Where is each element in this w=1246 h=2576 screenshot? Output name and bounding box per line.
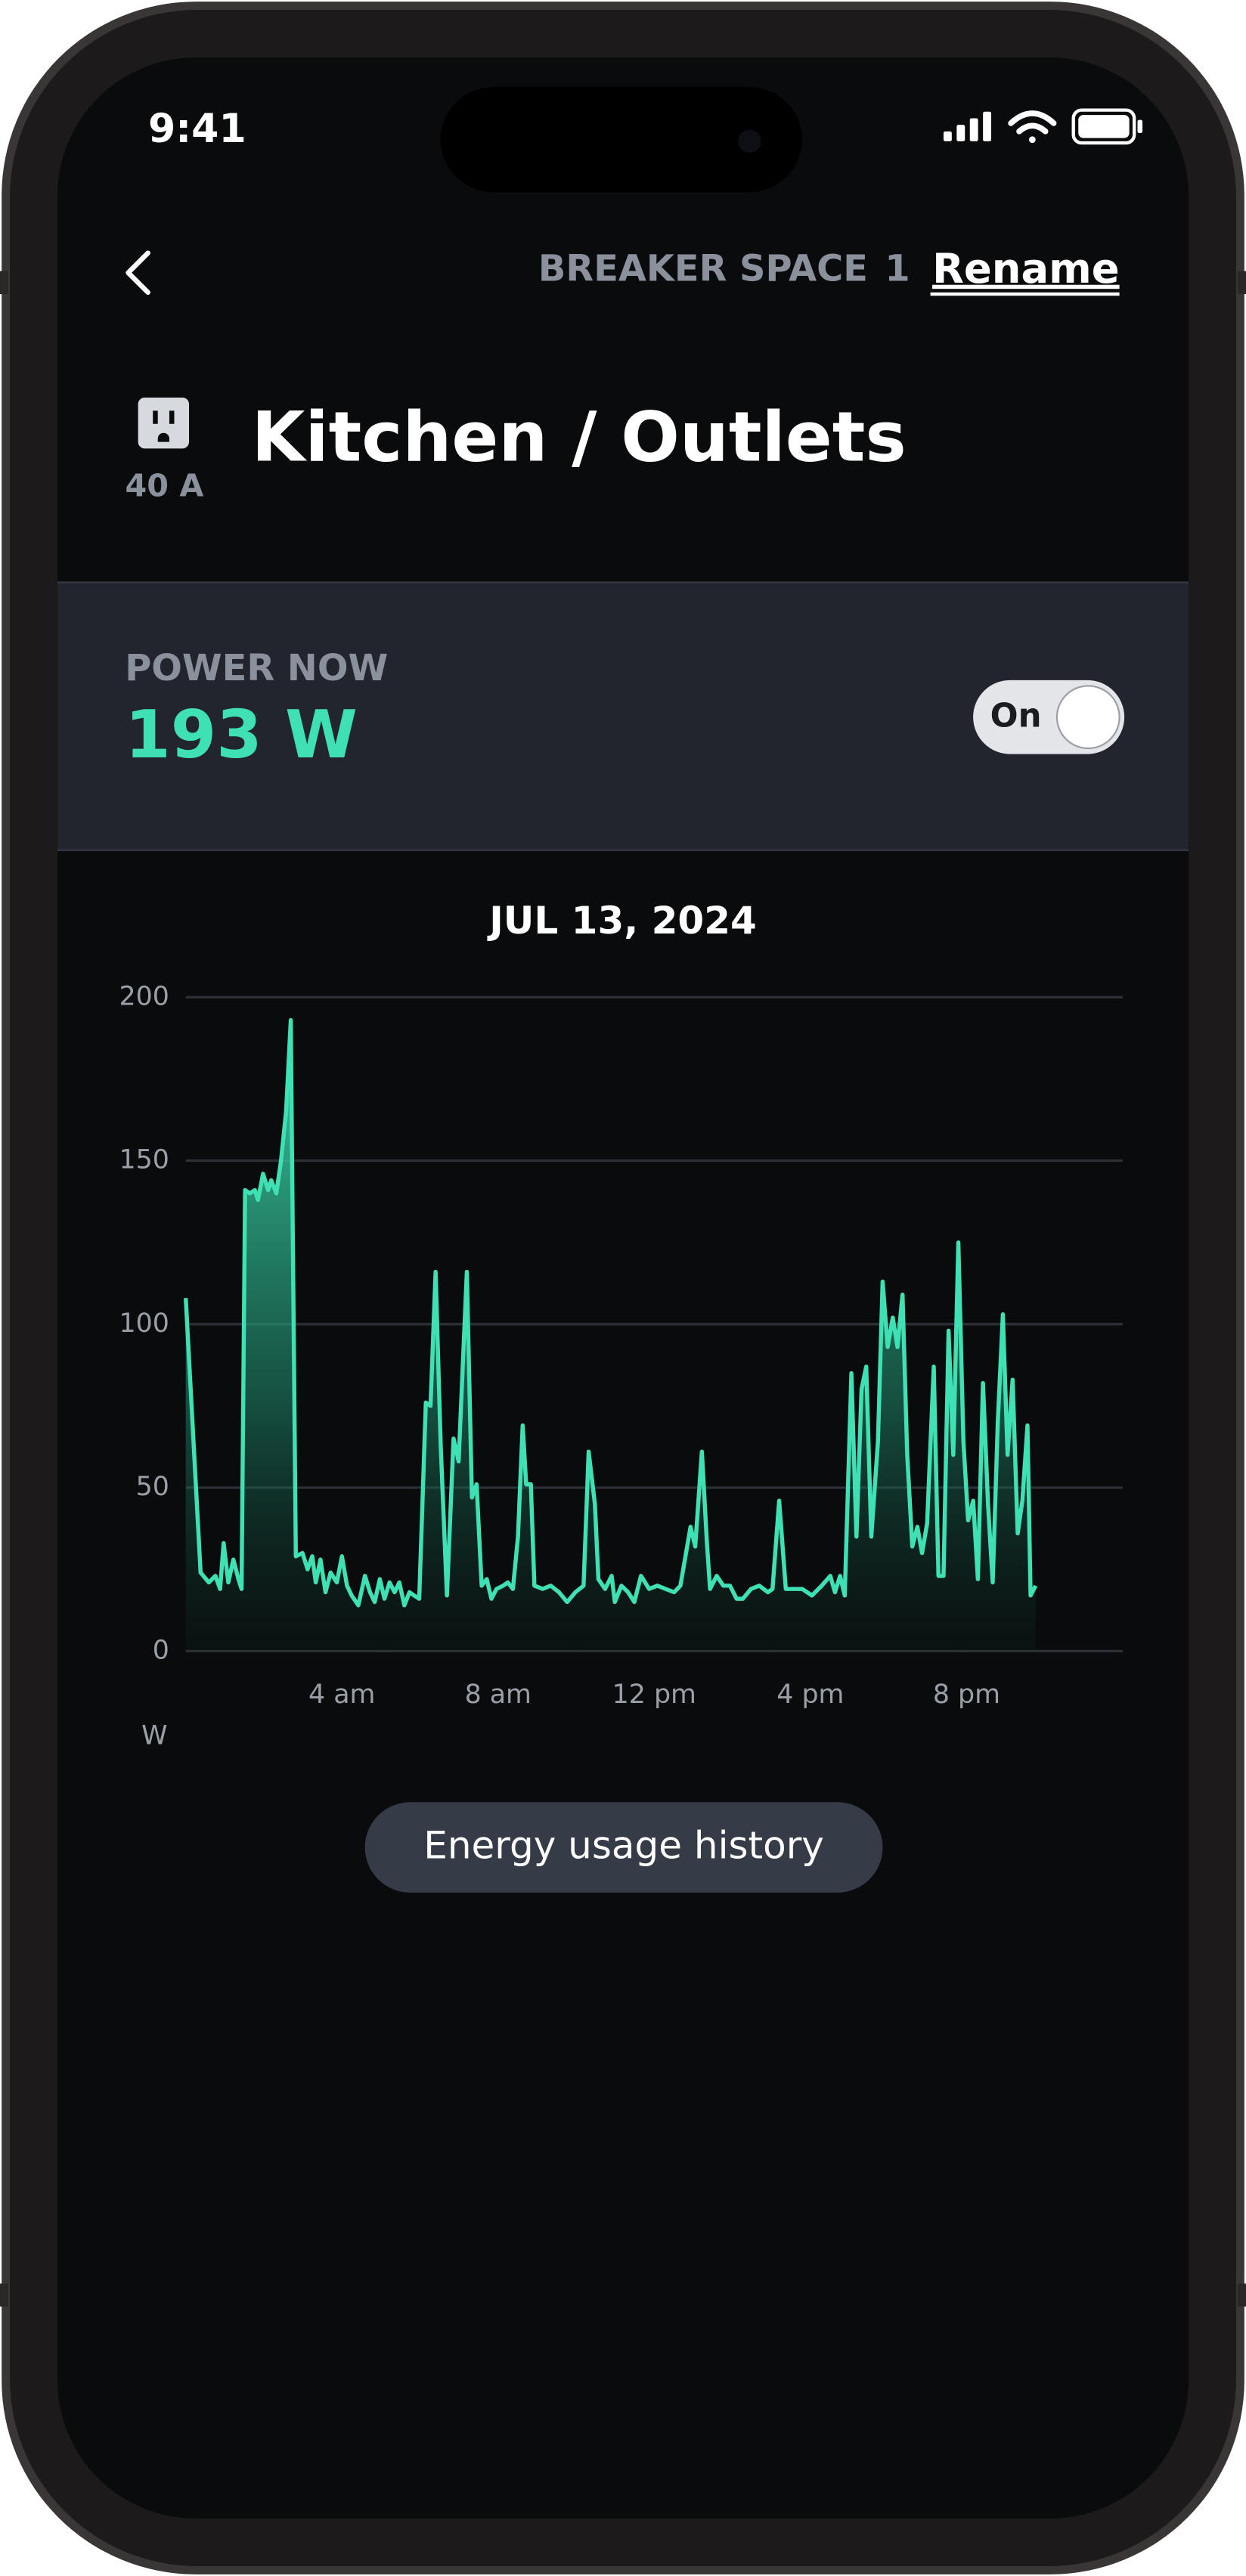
y-axis-label: W bbox=[141, 1720, 167, 1751]
y-tick-label: 100 bbox=[119, 1308, 169, 1339]
camera bbox=[738, 129, 761, 153]
circuit-title: Kitchen / Outlets bbox=[252, 397, 907, 478]
line bbox=[183, 1017, 1038, 1608]
side-button bbox=[0, 2283, 8, 2307]
x-tick-label: 12 pm bbox=[612, 1680, 696, 1710]
x-tick-label: 8 pm bbox=[933, 1680, 1000, 1710]
amperage: 40 A bbox=[125, 468, 203, 504]
chart: 0 50 100 150 200 4 am 8 am 12 pm 4 pm 8 pm bbox=[119, 981, 1123, 1710]
y-tick-label: 150 bbox=[119, 1145, 169, 1175]
side-button bbox=[1238, 2283, 1246, 2307]
area bbox=[185, 1020, 1036, 1652]
power-value: 193 W bbox=[125, 696, 358, 773]
wifi-icon bbox=[1008, 110, 1057, 144]
history-button-label: Energy usage history bbox=[423, 1824, 824, 1868]
breaker-label: BREAKER SPACE bbox=[538, 249, 868, 290]
y-tick-label: 50 bbox=[136, 1472, 169, 1502]
power-label: POWER NOW bbox=[125, 648, 388, 689]
y-tick-label: 0 bbox=[153, 1635, 169, 1665]
x-tick-label: 4 pm bbox=[776, 1680, 844, 1710]
back-button[interactable] bbox=[126, 250, 150, 296]
chart-title: JUL 13, 2024 bbox=[487, 899, 757, 943]
x-tick-label: 8 am bbox=[465, 1680, 532, 1710]
dynamic-island bbox=[440, 87, 802, 193]
x-tick-label: 4 am bbox=[308, 1680, 375, 1710]
battery-icon bbox=[1071, 108, 1143, 145]
y-tick-label: 200 bbox=[119, 981, 169, 1011]
side-button bbox=[1238, 271, 1246, 295]
history-button[interactable]: Energy usage history bbox=[364, 1802, 883, 1893]
signal-icon bbox=[943, 111, 992, 141]
side-button bbox=[0, 271, 8, 295]
toggle-label: On bbox=[990, 697, 1042, 735]
outlet-icon bbox=[138, 397, 190, 449]
power-toggle[interactable]: On bbox=[973, 680, 1125, 754]
rename-link[interactable]: Rename bbox=[932, 245, 1120, 293]
status-time: 9:41 bbox=[148, 107, 246, 152]
breaker-number: 1 bbox=[885, 249, 910, 290]
